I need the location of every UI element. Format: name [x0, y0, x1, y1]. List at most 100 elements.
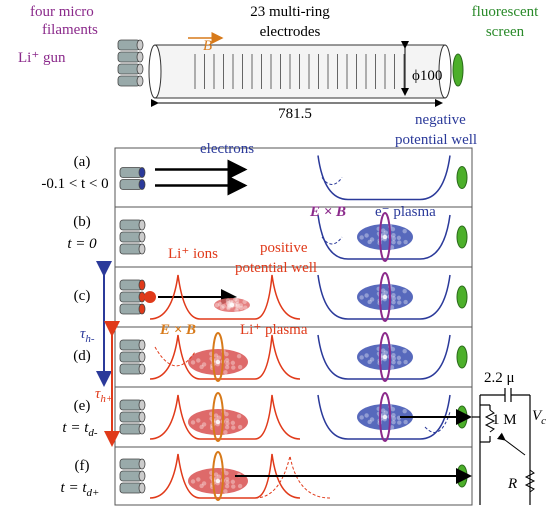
electron-plasma-label: e⁻ plasma: [375, 204, 436, 220]
particle: [403, 240, 407, 244]
particle: [199, 425, 203, 429]
positive-well-label: positive: [260, 240, 308, 256]
particle: [214, 353, 218, 357]
panel-time: t = td-: [62, 420, 97, 439]
particle: [397, 296, 401, 300]
particle: [397, 236, 401, 240]
particle: [231, 480, 235, 484]
filaments-label: filaments: [42, 22, 98, 38]
electrons-label: electrons: [200, 141, 254, 157]
particle: [231, 425, 235, 429]
li-source: [144, 291, 156, 303]
particle: [359, 235, 363, 239]
negative-well: [318, 156, 450, 200]
particle: [223, 370, 227, 374]
gun-end: [139, 168, 145, 178]
particle: [231, 421, 235, 425]
gun-end: [139, 424, 145, 434]
particle: [237, 414, 241, 418]
gun-end: [139, 483, 145, 493]
ion-plasma-label: Li⁺ plasma: [240, 322, 308, 338]
particle: [196, 418, 200, 422]
gun-end: [139, 352, 145, 362]
tau-sub: h+: [100, 393, 113, 405]
gun-end: [139, 232, 145, 242]
particle: [402, 229, 406, 233]
negative-well-label: potential well: [395, 132, 477, 148]
particle: [402, 409, 406, 413]
particle: [391, 353, 395, 357]
particle: [402, 349, 406, 353]
particle: [196, 358, 200, 362]
field-label: B: [203, 38, 212, 54]
particle: [226, 298, 230, 302]
time-main: t = t: [62, 420, 89, 436]
particle: [397, 300, 401, 304]
diameter-label: ϕ100: [412, 68, 442, 84]
capacitor-label: 2.2 μ: [484, 370, 515, 386]
particle: [196, 477, 200, 481]
resistor-label: 1 M: [492, 412, 517, 428]
particle: [364, 353, 368, 357]
particle: [234, 308, 238, 312]
particle: [226, 306, 230, 310]
screen: [457, 346, 467, 368]
exb-label: E × B: [159, 322, 196, 338]
length-label: 781.5: [278, 106, 312, 122]
negative-well-label: negative: [415, 112, 466, 128]
panel: [115, 148, 472, 207]
particle: [367, 300, 371, 304]
particle: [391, 293, 395, 297]
gun-end: [139, 364, 145, 374]
gun-end: [139, 340, 145, 350]
particle: [191, 479, 195, 483]
voltage-sub: c: [541, 415, 546, 427]
particle: [220, 305, 224, 309]
gun-end: [139, 400, 145, 410]
particle: [214, 413, 218, 417]
pot-arrow: [505, 440, 525, 455]
panel-label: (c): [74, 288, 91, 304]
particle: [397, 240, 401, 244]
particle: [214, 472, 218, 476]
gun-end: [137, 76, 143, 86]
particle: [199, 484, 203, 488]
particle: [391, 413, 395, 417]
tube-end: [149, 45, 161, 98]
particle: [237, 354, 241, 358]
particle: [238, 484, 242, 488]
particle: [367, 420, 371, 424]
tau-label: τh+: [95, 386, 113, 405]
electrodes-label: electrodes: [260, 24, 321, 40]
particle: [238, 425, 242, 429]
particle: [403, 420, 407, 424]
gun-end: [139, 244, 145, 254]
particle: [397, 356, 401, 360]
particle: [242, 300, 246, 304]
particle: [381, 228, 385, 232]
tau-sub: h-: [85, 333, 95, 345]
gun-end: [139, 459, 145, 469]
particle: [383, 415, 387, 419]
screen-label: fluorescent: [472, 4, 539, 20]
particle: [231, 484, 235, 488]
particle: [364, 233, 368, 237]
particle: [367, 240, 371, 244]
gun-end: [139, 412, 145, 422]
particle: [364, 293, 368, 297]
particle: [215, 303, 219, 307]
time-sub: d+: [87, 487, 100, 499]
screen: [457, 286, 467, 308]
gun-end: [139, 304, 145, 314]
particle: [225, 358, 229, 362]
screen: [457, 167, 467, 189]
particle: [381, 408, 385, 412]
screen: [457, 226, 467, 248]
gun-end: [137, 52, 143, 62]
particle: [223, 489, 227, 493]
gun-end: [139, 220, 145, 230]
screen: [453, 54, 463, 86]
gun-end: [139, 180, 145, 190]
particle: [397, 360, 401, 364]
gun-label: Li⁺ gun: [18, 50, 66, 66]
